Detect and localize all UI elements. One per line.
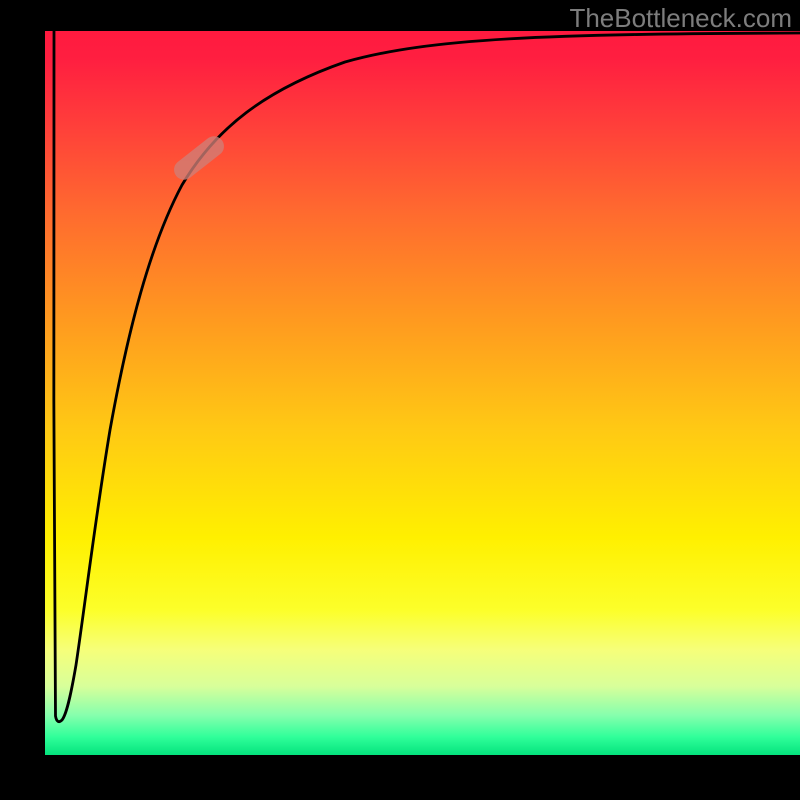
chart-stage: TheBottleneck.com — [0, 0, 800, 800]
plot-svg — [0, 0, 800, 800]
plot-background — [45, 31, 800, 755]
attribution-label: TheBottleneck.com — [569, 3, 792, 34]
